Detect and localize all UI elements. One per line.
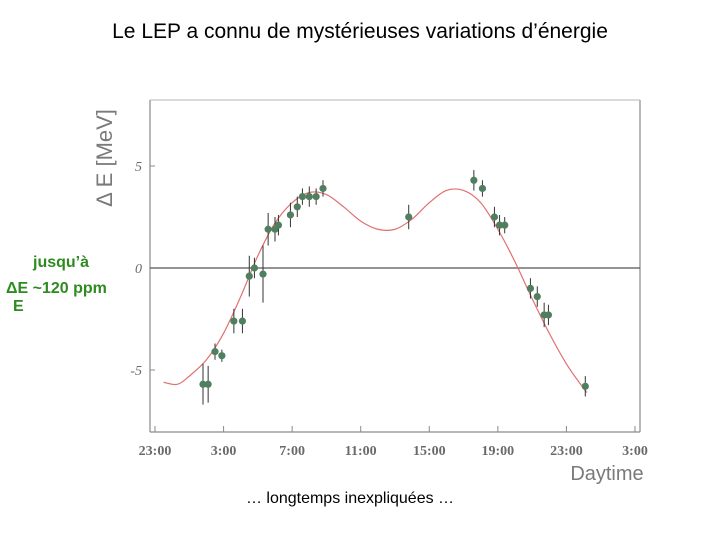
data-point (211, 343, 219, 360)
data-point (478, 180, 487, 197)
data-point (245, 255, 253, 297)
data-marker (312, 193, 320, 201)
y-tick-label: 5 (135, 160, 142, 175)
data-point (264, 212, 272, 246)
data-point (238, 308, 247, 334)
data-point (319, 180, 327, 197)
data-marker (259, 270, 267, 278)
data-point (230, 308, 238, 334)
annotation-ppm-value: ~120 ppm (32, 280, 107, 297)
data-point (533, 286, 541, 307)
data-point (470, 170, 478, 191)
data-marker (405, 213, 413, 221)
data-marker (204, 380, 212, 388)
data-point (204, 365, 212, 403)
x-tick-label: 3:00 (211, 444, 237, 459)
data-point (250, 257, 259, 279)
x-tick-label: 19:00 (482, 444, 515, 459)
chart-frame (149, 99, 641, 433)
annotation-delta-e: ΔE (6, 280, 29, 297)
data-marker (230, 317, 238, 325)
data-marker (495, 221, 504, 229)
data-points (199, 170, 589, 405)
data-marker (286, 211, 295, 219)
data-point (501, 217, 509, 234)
data-marker (245, 272, 253, 280)
data-point (274, 214, 283, 236)
data-point (490, 206, 499, 228)
data-marker (264, 225, 272, 233)
y-tick-label: 0 (135, 262, 142, 277)
data-marker (581, 382, 589, 390)
data-point (581, 376, 589, 397)
data-marker (533, 292, 541, 301)
data-point (199, 363, 207, 405)
data-point (312, 188, 320, 205)
data-point (286, 202, 295, 228)
x-tick-label: 23:00 (139, 444, 172, 459)
x-tick-label: 23:00 (550, 444, 583, 459)
x-tick-label: 15:00 (413, 444, 446, 459)
data-point (495, 214, 504, 236)
data-point (405, 204, 413, 230)
x-ticks: 23:00 3:00 7:00 11:00 15:00 19:00 23:00 3:00 (139, 426, 648, 459)
data-marker (238, 317, 247, 325)
data-point (271, 217, 279, 242)
y-tick-label: -5 (130, 364, 142, 379)
data-point (544, 304, 553, 326)
data-marker (526, 284, 535, 292)
data-marker (501, 221, 509, 229)
slide-title: Le LEP a connu de mystérieuses variation… (112, 20, 608, 43)
x-tick-label: 11:00 (345, 444, 377, 459)
x-axis-label: Daytime (570, 463, 643, 485)
ppm-annotation: jusqu’à ΔE ~120 ppm E (6, 254, 136, 316)
fit-curve (163, 188, 588, 393)
data-marker (274, 221, 283, 229)
data-point (305, 186, 313, 207)
data-point (526, 278, 535, 299)
data-point (293, 196, 301, 217)
data-point (259, 245, 267, 303)
data-point (218, 349, 226, 362)
data-marker (218, 352, 226, 360)
data-marker (319, 184, 327, 193)
data-marker (293, 203, 301, 211)
y-axis-label: Δ E [MeV] (92, 109, 117, 207)
data-marker (470, 176, 478, 184)
x-tick-label: 3:00 (622, 444, 648, 459)
slide-caption: … longtemps inexpliquées … (245, 490, 455, 507)
data-point (298, 188, 307, 205)
data-marker (298, 193, 307, 201)
data-marker (490, 213, 499, 221)
data-marker (211, 348, 219, 356)
data-marker (199, 380, 207, 388)
annotation-denominator: E (13, 298, 24, 315)
x-tick-label: 7:00 (279, 444, 305, 459)
data-marker (250, 264, 259, 272)
data-marker (478, 184, 487, 193)
annotation-line-1: jusqu’à (33, 254, 90, 271)
data-marker (544, 311, 553, 319)
data-marker (305, 193, 313, 201)
